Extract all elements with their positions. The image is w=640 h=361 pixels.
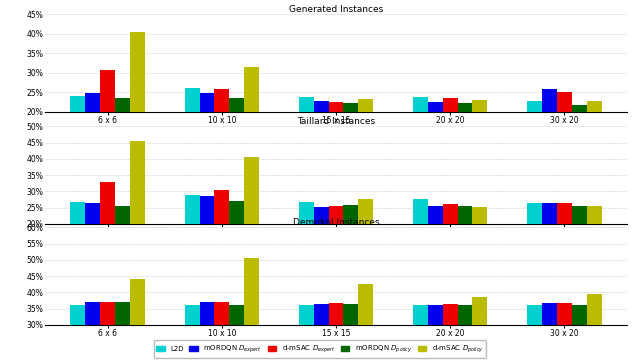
Bar — [200, 196, 214, 289]
Bar — [200, 93, 214, 190]
Bar — [358, 199, 373, 289]
Bar — [358, 99, 373, 190]
Bar — [185, 88, 200, 190]
Bar — [115, 98, 130, 190]
Bar — [344, 304, 358, 361]
Bar — [214, 89, 229, 190]
Bar — [472, 100, 487, 190]
Bar — [314, 101, 328, 190]
Bar — [458, 206, 472, 289]
Bar — [413, 199, 428, 289]
Bar — [229, 98, 244, 190]
Bar — [115, 206, 130, 289]
Bar — [443, 98, 458, 190]
Bar — [587, 206, 602, 289]
Bar — [472, 207, 487, 289]
Bar — [557, 303, 572, 361]
Bar — [100, 70, 115, 190]
Bar — [229, 201, 244, 289]
Bar — [527, 203, 542, 289]
Legend: L2D, mORDQN $D_{expert}$, d-mSAC $D_{expert}$, mORDQN $D_{policy}$, d-mSAC $D_{p: L2D, mORDQN $D_{expert}$, d-mSAC $D_{exp… — [154, 340, 486, 357]
Bar — [244, 258, 259, 361]
Bar — [358, 284, 373, 361]
Bar — [299, 305, 314, 361]
Bar — [428, 206, 443, 289]
Bar — [299, 97, 314, 190]
Bar — [214, 302, 229, 361]
Bar — [229, 305, 244, 361]
Bar — [70, 202, 85, 289]
Bar — [413, 97, 428, 190]
Bar — [314, 304, 328, 361]
Bar — [527, 305, 542, 361]
Bar — [587, 101, 602, 190]
Bar — [130, 279, 145, 361]
Bar — [130, 32, 145, 190]
Bar — [70, 305, 85, 361]
Bar — [542, 89, 557, 190]
Bar — [413, 305, 428, 361]
Bar — [542, 303, 557, 361]
Bar — [572, 105, 587, 190]
Bar — [328, 102, 344, 190]
Bar — [70, 96, 85, 190]
Bar — [100, 182, 115, 289]
Bar — [458, 305, 472, 361]
Bar — [428, 102, 443, 190]
Bar — [214, 190, 229, 289]
Bar — [542, 203, 557, 289]
Title: Demirkol Instances: Demirkol Instances — [292, 218, 380, 227]
Bar — [200, 302, 214, 361]
Bar — [328, 206, 344, 289]
Bar — [85, 93, 100, 190]
Bar — [443, 304, 458, 361]
Bar — [244, 67, 259, 190]
Bar — [344, 103, 358, 190]
Bar — [185, 305, 200, 361]
Bar — [572, 305, 587, 361]
Bar — [244, 157, 259, 289]
Bar — [557, 203, 572, 289]
Bar — [572, 206, 587, 289]
Bar — [527, 101, 542, 190]
Bar — [314, 207, 328, 289]
Bar — [458, 103, 472, 190]
Bar — [299, 202, 314, 289]
Bar — [443, 204, 458, 289]
Bar — [115, 302, 130, 361]
Title: Taillard Instances: Taillard Instances — [297, 117, 375, 126]
Bar — [130, 141, 145, 289]
Bar — [344, 205, 358, 289]
Bar — [428, 305, 443, 361]
Bar — [472, 297, 487, 361]
Bar — [185, 195, 200, 289]
Bar — [100, 301, 115, 361]
Bar — [557, 92, 572, 190]
Bar — [587, 294, 602, 361]
Bar — [85, 301, 100, 361]
Bar — [85, 203, 100, 289]
Bar — [328, 303, 344, 361]
Title: Generated Instances: Generated Instances — [289, 5, 383, 14]
